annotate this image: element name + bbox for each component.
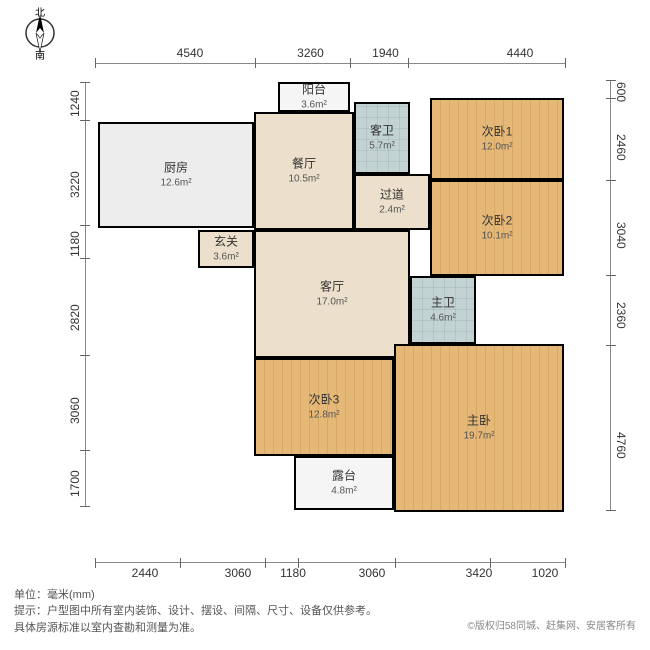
dim-bottom: 3420: [432, 566, 526, 580]
dim-top: 4440: [460, 46, 580, 60]
tick: [95, 58, 96, 68]
tick: [565, 58, 566, 68]
dim-left: 3060: [68, 368, 82, 453]
tick: [395, 558, 396, 568]
tick: [565, 558, 566, 568]
room-dining: 餐厅10.5m²: [254, 112, 354, 230]
dimline-left: [85, 82, 86, 506]
dim-bottom: 1020: [530, 566, 560, 580]
room-bed2: 次卧210.1m²: [430, 180, 564, 276]
room-hall: 过道2.4m²: [354, 174, 430, 230]
tick: [80, 506, 90, 507]
room-label-balcony: 阳台3.6m²: [301, 83, 327, 112]
dim-bottom: 3060: [196, 566, 280, 580]
dimline-bottom: [95, 562, 565, 563]
dim-left: 3220: [68, 140, 82, 230]
room-label-kitchen: 厨房12.6m²: [160, 161, 191, 190]
room-label-hall: 过道2.4m²: [379, 188, 405, 217]
room-label-master: 主卧19.7m²: [463, 414, 494, 443]
tick: [95, 558, 96, 568]
note-2: 具体房源标准以室内查勘和测量为准。: [14, 620, 377, 637]
tick: [408, 58, 409, 68]
dim-right: 4760: [614, 378, 628, 512]
copyright-text: ©版权归58同城、赶集网、安居客所有: [468, 617, 637, 632]
tick: [606, 80, 616, 81]
floorplan: 阳台3.6m² 厨房12.6m² 餐厅10.5m² 客卫5.7m² 次卧112.0m² 次…: [98, 80, 598, 550]
tick: [298, 558, 299, 568]
dim-right: 600: [614, 82, 628, 100]
dim-left: 1700: [68, 460, 82, 508]
room-kitchen: 厨房12.6m²: [98, 122, 254, 228]
dim-bottom: 1180: [276, 566, 310, 580]
dim-top: 3260: [268, 46, 353, 60]
footer-notes: 单位：毫米(mm) 提示：户型图中所有室内装饰、设计、摆设、间隔、尺寸、设备仅供…: [14, 587, 377, 637]
tick: [606, 98, 616, 99]
dim-left: 1240: [68, 86, 82, 121]
room-label-bed2: 次卧210.1m²: [481, 214, 512, 243]
tick: [180, 558, 181, 568]
dim-right: 2460: [614, 112, 628, 182]
dim-right: 2360: [614, 282, 628, 348]
room-label-bed3: 次卧312.8m²: [308, 393, 339, 422]
tick: [606, 510, 616, 511]
room-master: 主卧19.7m²: [394, 344, 564, 512]
room-bed3: 次卧312.8m²: [254, 358, 394, 456]
tick: [606, 180, 616, 181]
tick: [350, 58, 351, 68]
tick: [80, 355, 90, 356]
tick: [255, 58, 256, 68]
dim-left: 1180: [68, 228, 82, 260]
room-bed1: 次卧112.0m²: [430, 98, 564, 180]
compass-north-label: 北: [35, 4, 45, 19]
room-label-foyer: 玄关3.6m²: [213, 235, 239, 264]
unit-label: 单位：毫米(mm): [14, 587, 377, 604]
room-label-bath2: 客卫5.7m²: [369, 124, 395, 153]
room-label-bath1: 主卫4.6m²: [430, 296, 456, 325]
dim-left: 2820: [68, 278, 82, 358]
room-bath2: 客卫5.7m²: [354, 102, 410, 174]
dim-bottom: 3060: [330, 566, 414, 580]
dim-top: 1940: [358, 46, 413, 60]
room-label-dining: 餐厅10.5m²: [288, 157, 319, 186]
room-terrace: 露台4.8m²: [294, 456, 394, 510]
dimline-top: [95, 63, 565, 64]
dimline-right: [610, 80, 611, 510]
tick: [80, 82, 90, 83]
compass-south-label: 南: [35, 47, 45, 62]
compass: 北 南: [20, 8, 60, 58]
room-foyer: 玄关3.6m²: [198, 230, 254, 268]
tick: [606, 345, 616, 346]
tick: [606, 275, 616, 276]
room-bath1: 主卫4.6m²: [410, 276, 476, 344]
room-balcony: 阳台3.6m²: [278, 82, 350, 112]
tick: [80, 258, 90, 259]
tick: [490, 558, 491, 568]
dim-top: 4540: [130, 46, 250, 60]
tick: [265, 558, 266, 568]
note-1: 提示：户型图中所有室内装饰、设计、摆设、间隔、尺寸、设备仅供参考。: [14, 603, 377, 620]
tick: [80, 450, 90, 451]
dim-bottom: 2440: [112, 566, 178, 580]
tick: [80, 120, 90, 121]
dim-right: 3040: [614, 192, 628, 278]
room-label-terrace: 露台4.8m²: [331, 469, 357, 498]
room-label-living: 客厅17.0m²: [316, 280, 347, 309]
room-living: 客厅17.0m²: [254, 230, 410, 358]
floorplan-canvas: 北 南 454032601940444024403060118030603420…: [0, 0, 650, 650]
tick: [80, 225, 90, 226]
room-label-bed1: 次卧112.0m²: [481, 125, 512, 154]
